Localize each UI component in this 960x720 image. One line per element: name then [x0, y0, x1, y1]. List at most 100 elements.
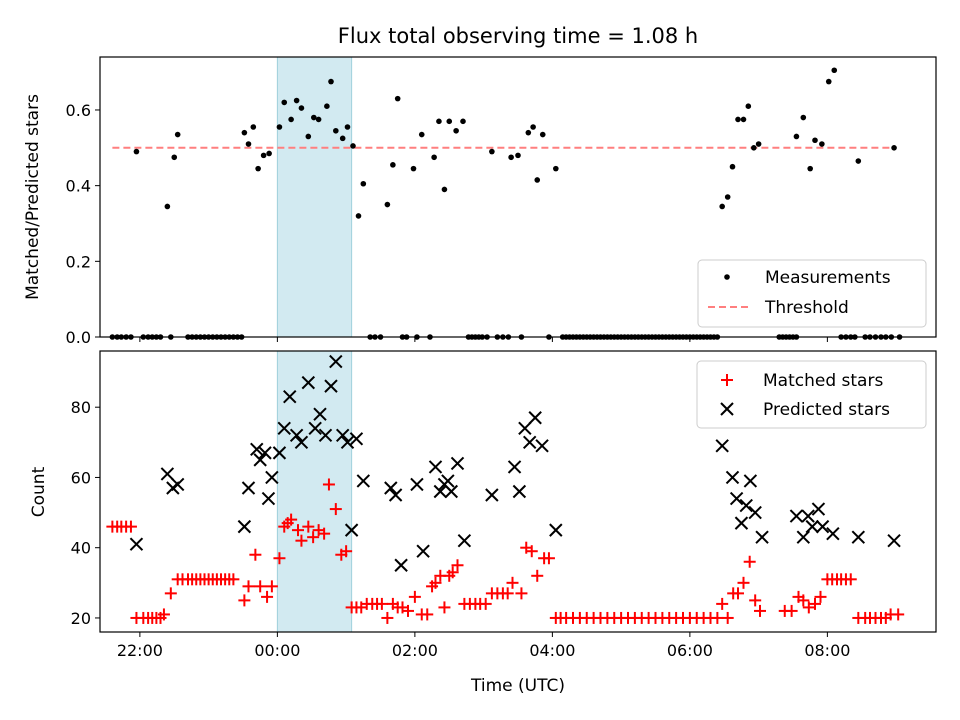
measurement-point [436, 118, 442, 125]
measurement-point [530, 124, 536, 130]
measurement-point [751, 145, 757, 151]
predicted-star-point [528, 411, 542, 425]
predicted-x-b [444, 484, 459, 499]
matched-star-point [302, 520, 315, 533]
predicted-star-point [826, 526, 840, 541]
measurement-point [855, 158, 862, 164]
matched-star-point [375, 597, 388, 610]
predicted-star-point [301, 375, 316, 390]
measurement-point [807, 165, 813, 172]
matched-star-point [446, 566, 459, 579]
matched-star-point [501, 587, 514, 600]
predicted-x-b [258, 446, 272, 460]
measurement-point [133, 148, 140, 155]
predicted-star-point [416, 544, 430, 558]
predicted-star-point [441, 474, 455, 488]
highlight-span-rect [276, 56, 353, 338]
predicted-x-b [441, 474, 455, 488]
predicted-x-b [512, 484, 527, 499]
measurement-point [174, 131, 181, 138]
bottom-legend-box [696, 360, 927, 429]
legend-measurements-marker [724, 274, 730, 280]
top-y-ticks: 0.0 0.2 0.4 0.6 [66, 101, 100, 347]
measurement-point [260, 152, 267, 159]
predicted-star-point [356, 474, 371, 488]
matched-star-point [421, 608, 434, 621]
predicted-x-b [416, 544, 430, 558]
predicted-star-point [335, 428, 350, 443]
matched-star-point [164, 587, 177, 600]
measurement-point [245, 141, 252, 147]
predicted-star-point [261, 491, 276, 506]
measurement-point [281, 99, 288, 106]
predicted-x-b [811, 502, 826, 516]
predicted-star-point [170, 477, 185, 492]
matched-star-point [295, 534, 308, 547]
x-tick-label: 00:00 [254, 641, 300, 660]
predicted-x-b [522, 435, 537, 450]
legend-measurements-label: Measurements [765, 268, 891, 288]
top-panel: 0.0 0.2 0.4 0.6 Matched/Predicted stars Mea… [23, 56, 937, 347]
predicted-x-b [340, 435, 355, 450]
predicted-x-b [250, 442, 264, 457]
matched-star-point [542, 552, 555, 565]
predicted-star-point [715, 439, 729, 453]
predicted-star-point [522, 435, 537, 450]
measurement-point [745, 103, 752, 109]
predicted-x-b [335, 428, 350, 443]
predicted-star-point [308, 421, 322, 435]
y-tick-label: 0.6 [66, 101, 91, 120]
predicted-x-b [313, 407, 327, 421]
top-legend: Measurements Threshold [697, 259, 927, 328]
measurement-point [298, 105, 305, 111]
measurement-point [315, 116, 322, 123]
predicted-star-point [518, 421, 532, 435]
predicted-star-point [725, 470, 740, 485]
measurement-point [328, 78, 334, 85]
matched-star-point [261, 590, 274, 603]
predicted-x-b [237, 519, 252, 534]
measurement-point [266, 150, 272, 157]
predicted-star-point [250, 442, 264, 457]
measurement-point [324, 103, 330, 109]
top-legend-box [697, 259, 927, 328]
predicted-x-b [344, 523, 359, 537]
predicted-x-b [283, 389, 297, 404]
predicted-x-b [734, 516, 749, 530]
x-tick-label: 04:00 [529, 641, 575, 660]
x-tick-label: 06:00 [667, 641, 713, 660]
matched-star-point [711, 611, 724, 624]
predicted-star-point [388, 488, 403, 502]
y-tick-label: 0.4 [66, 177, 91, 196]
measurement-point [553, 165, 559, 172]
y-tick-label: 80 [71, 398, 91, 417]
predicted-x-b [265, 470, 279, 485]
matched-star-point [479, 597, 492, 610]
highlight-span-rect [276, 350, 353, 633]
matched-star-point [737, 576, 750, 589]
measurement-point [740, 116, 747, 123]
predicted-x-b [851, 530, 866, 544]
predicted-star-point [384, 481, 398, 495]
bottom-highlight-span [276, 350, 353, 633]
measurement-point [453, 127, 459, 134]
predicted-star-point [410, 477, 424, 492]
predicted-star-point [805, 519, 819, 534]
predicted-x-b [388, 488, 403, 502]
predicted-star-point [340, 435, 355, 450]
matched-star-point [157, 608, 170, 621]
predicted-star-point [739, 498, 753, 513]
measurement-point [534, 177, 541, 183]
measurement-point [311, 114, 317, 121]
predicted-star-point [289, 428, 304, 443]
predicted-x-b [308, 421, 322, 435]
predicted-star-point [253, 453, 267, 467]
predicted-star-point [241, 481, 256, 495]
measurement-point [360, 180, 367, 187]
predicted-x-b [410, 477, 424, 492]
measurement-point [418, 131, 425, 138]
predicted-star-point [729, 491, 744, 506]
matched-star-point [329, 503, 342, 516]
bottom-x-ticks: 22:00 00:00 02:00 04:00 06:00 08:00 [117, 632, 850, 660]
y-tick-label: 0.0 [66, 328, 91, 347]
